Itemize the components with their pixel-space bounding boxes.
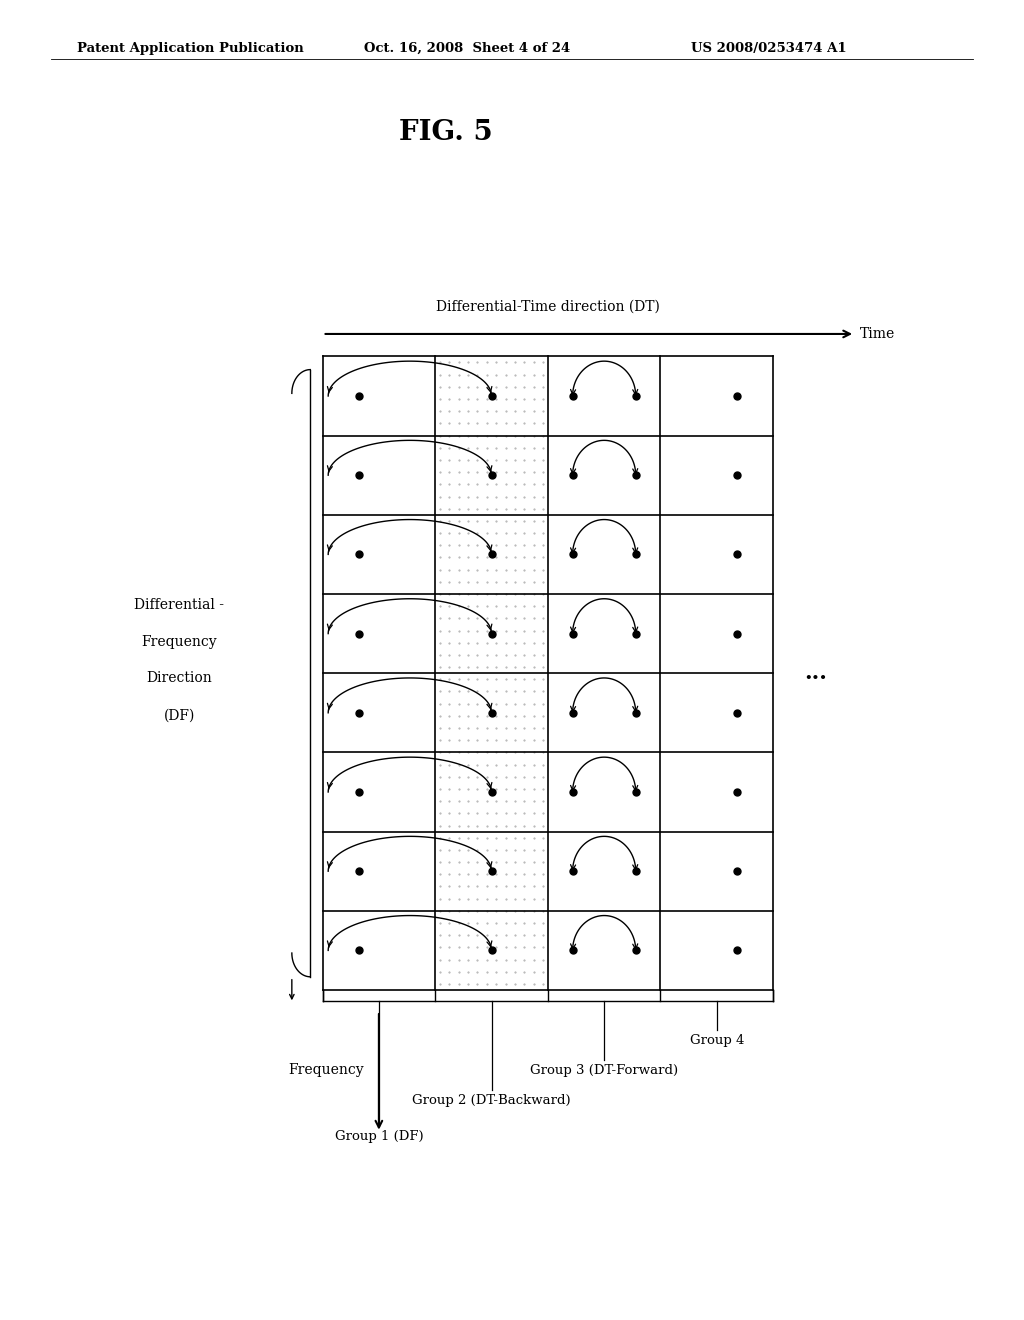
Text: (DF): (DF) — [164, 709, 195, 722]
Text: Oct. 16, 2008  Sheet 4 of 24: Oct. 16, 2008 Sheet 4 of 24 — [364, 42, 569, 55]
Text: US 2008/0253474 A1: US 2008/0253474 A1 — [691, 42, 847, 55]
Text: Frequency: Frequency — [141, 635, 217, 648]
Text: Group 2 (DT-Backward): Group 2 (DT-Backward) — [413, 1094, 570, 1107]
Text: Differential-Time direction (DT): Differential-Time direction (DT) — [436, 300, 659, 314]
Text: Patent Application Publication: Patent Application Publication — [77, 42, 303, 55]
Text: Group 3 (DT-Forward): Group 3 (DT-Forward) — [530, 1064, 678, 1077]
Text: Time: Time — [860, 327, 895, 341]
Text: FIG. 5: FIG. 5 — [398, 119, 493, 145]
Text: Group 1 (DF): Group 1 (DF) — [335, 1130, 423, 1143]
Text: Group 4: Group 4 — [689, 1034, 744, 1047]
Text: ...: ... — [804, 663, 826, 684]
Text: Differential -: Differential - — [134, 598, 224, 611]
Text: Direction: Direction — [146, 672, 212, 685]
Text: Frequency: Frequency — [288, 1063, 364, 1077]
